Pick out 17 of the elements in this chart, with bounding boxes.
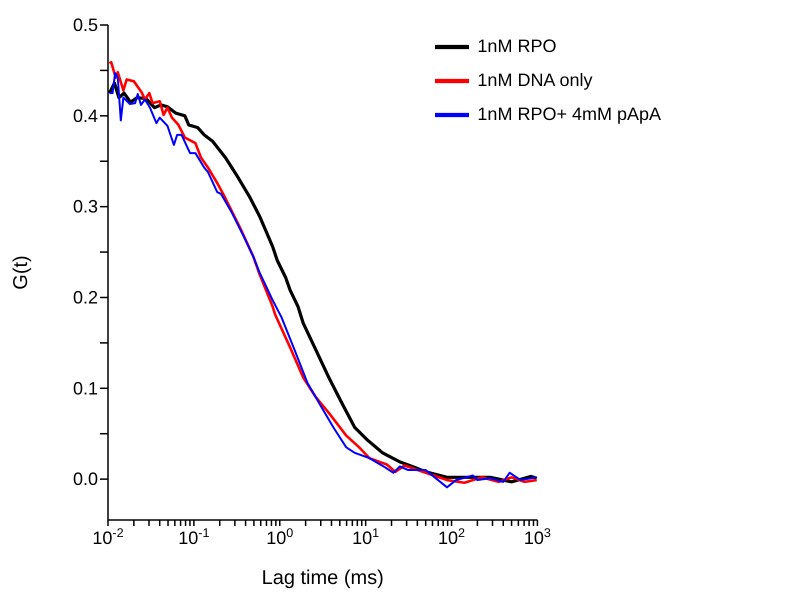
x-tick-label: 10$^{1}$	[352, 526, 380, 548]
legend-label: 1nM RPO	[477, 36, 556, 56]
y-tick-label: 0.2	[72, 287, 98, 308]
legend-label: 1nM DNA only	[477, 70, 592, 90]
x-tick-label: 10$^{2}$	[438, 526, 466, 548]
y-tick-label: 0.1	[72, 378, 98, 398]
x-tick-label: 10$^{0}$	[266, 526, 294, 548]
y-tick-label: 0.4	[72, 106, 98, 126]
x-tick-label: 10$^{3}$	[524, 526, 551, 548]
y-tick-label: 0.0	[72, 469, 98, 490]
x-axis-title: Lag time (ms)	[262, 567, 384, 589]
x-tick-label: 10$^{-2}$	[92, 526, 124, 548]
y-tick-label: 0.5	[72, 15, 98, 35]
legend-label: 1nM RPO+ 4mM pApA	[477, 104, 661, 124]
y-tick-label: 0.3	[72, 196, 98, 217]
x-tick-label: 10$^{-1}$	[178, 526, 210, 548]
y-axis-title: G(t)	[10, 255, 32, 290]
